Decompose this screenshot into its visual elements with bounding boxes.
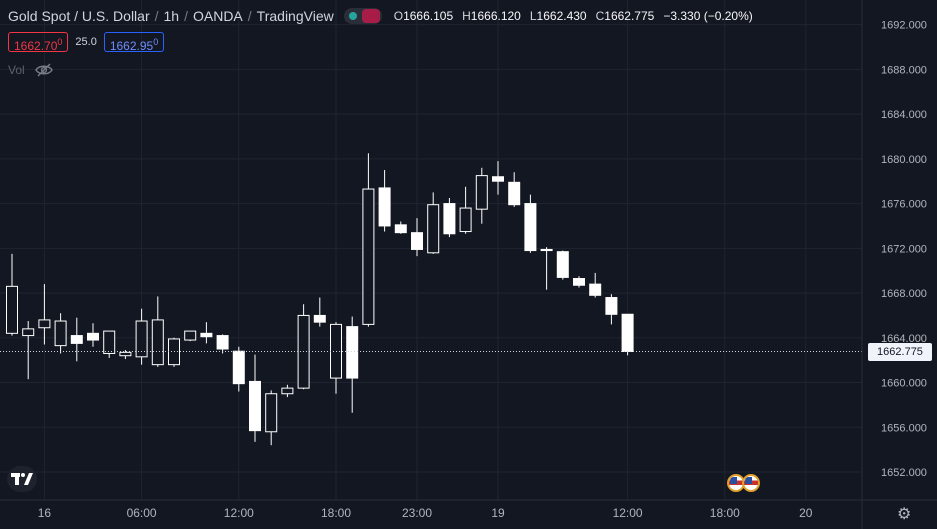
y-tick-label: 1688.000 <box>881 64 927 76</box>
eye-off-icon[interactable] <box>34 63 53 77</box>
price-axis[interactable]: 1692.000 1688.000 1684.000 1680.000 1676.000… <box>861 0 927 529</box>
close-key: C <box>595 9 605 23</box>
buy-button[interactable]: 1662.950 <box>103 32 165 53</box>
candle-body <box>362 188 375 325</box>
candle-body <box>346 326 359 379</box>
candle-body <box>492 176 504 182</box>
x-tick-label: 23:00 <box>402 506 432 520</box>
candle-body <box>151 319 164 366</box>
symbol-name[interactable]: Gold Spot / U.S. Dollar <box>8 8 150 24</box>
y-tick-label: 1664.000 <box>881 333 927 345</box>
change-value: −3.330 (−0.20%) <box>663 9 753 23</box>
low-key: L <box>529 9 537 23</box>
candle-body <box>524 203 537 252</box>
last-price-label: 1662.775 <box>868 342 932 361</box>
y-tick-label: 1660.000 <box>881 378 927 390</box>
buy-price-sup: 0 <box>153 37 159 47</box>
buy-price: 1662.95 <box>109 39 154 53</box>
candle-body <box>119 351 132 357</box>
close-value: 1662.775 <box>604 9 655 23</box>
open-value: 1666.105 <box>403 9 454 23</box>
candle-body <box>556 251 569 278</box>
legend-separator: / <box>247 8 252 24</box>
candle-body <box>621 313 634 353</box>
spread-value: 25.0 <box>75 36 97 48</box>
x-tick-label: 18:00 <box>710 506 740 520</box>
settings-gear-icon[interactable]: ⚙ <box>897 506 912 523</box>
candle-body <box>200 332 213 338</box>
candle-body <box>70 335 83 344</box>
x-tick-label: 12:00 <box>224 506 254 520</box>
y-tick-label: 1672.000 <box>881 243 927 255</box>
x-tick-label: 20 <box>799 506 813 520</box>
open-key: O <box>393 9 404 23</box>
candle-body <box>232 350 245 385</box>
candle-body <box>411 232 423 250</box>
candle-body <box>38 319 51 329</box>
y-tick-label: 1676.000 <box>881 199 927 211</box>
interval-label[interactable]: 1h <box>163 8 180 24</box>
candle-body <box>249 380 261 432</box>
candle-body <box>265 393 278 433</box>
tradingview-logo[interactable] <box>7 466 37 492</box>
ohlc-values: O1666.105 H1666.120 L1662.430 C1662.775 … <box>394 9 753 23</box>
y-tick-label: 1692.000 <box>881 20 927 32</box>
candle-body <box>313 314 326 323</box>
legend-separator: / <box>184 8 188 24</box>
flag-icon <box>361 9 380 23</box>
y-tick-label: 1684.000 <box>881 109 927 121</box>
volume-indicator[interactable]: Vol <box>8 63 53 77</box>
x-tick-label: 18:00 <box>321 506 351 520</box>
trading-buttons: 1662.700 25.0 1662.950 <box>8 32 165 53</box>
low-value: 1662.430 <box>536 9 587 23</box>
market-status-toggle[interactable] <box>343 8 382 24</box>
candle-body <box>6 285 18 334</box>
candle-body <box>135 320 148 358</box>
x-tick-label: 06:00 <box>127 506 157 520</box>
candle-body <box>508 181 521 206</box>
candle-body <box>573 278 585 286</box>
x-tick-label: 19 <box>491 506 505 520</box>
candlestick-series <box>6 153 634 446</box>
tv-logo-icon <box>11 473 33 485</box>
candle-body <box>475 175 488 210</box>
candle-body <box>54 320 67 347</box>
time-axis[interactable]: 16 06:00 12:00 18:00 23:00 19 12:00 18:00 20 <box>0 499 937 520</box>
candle-body <box>589 283 602 296</box>
y-tick-label: 1680.000 <box>881 154 927 166</box>
market-open-dot-icon <box>348 12 357 20</box>
platform-label: TradingView <box>256 8 334 24</box>
x-tick-label: 16 <box>38 506 52 520</box>
sell-price: 1662.70 <box>14 39 58 53</box>
candle-body <box>22 328 35 337</box>
candle-body <box>443 203 456 235</box>
candle-body <box>184 330 197 341</box>
us-flag-icon[interactable] <box>727 474 745 492</box>
y-tick-label: 1652.000 <box>881 467 927 479</box>
sell-button[interactable]: 1662.700 <box>8 32 69 53</box>
candle-body <box>216 335 229 350</box>
y-tick-label: 1668.000 <box>881 288 927 300</box>
candle-body <box>394 224 407 234</box>
candle-body <box>87 332 99 341</box>
candle-body <box>540 248 553 252</box>
legend-separator: / <box>154 8 159 24</box>
volume-label: Vol <box>8 63 25 77</box>
us-flag-icon[interactable] <box>742 474 760 492</box>
economic-events[interactable] <box>727 474 760 492</box>
candle-body <box>103 330 116 354</box>
high-value: 1666.120 <box>470 9 521 23</box>
x-tick-label: 12:00 <box>613 506 643 520</box>
candle-body <box>459 207 472 233</box>
candle-body <box>281 387 294 395</box>
y-tick-label: 1656.000 <box>881 422 927 434</box>
high-key: H <box>462 9 471 23</box>
sell-price-sup: 0 <box>57 37 63 47</box>
broker-label: OANDA <box>192 8 243 24</box>
symbol-legend: Gold Spot / U.S. Dollar / 1h / OANDA / T… <box>8 7 753 25</box>
candle-body <box>378 187 391 227</box>
candle-body <box>605 297 618 315</box>
candle-body <box>427 204 440 254</box>
